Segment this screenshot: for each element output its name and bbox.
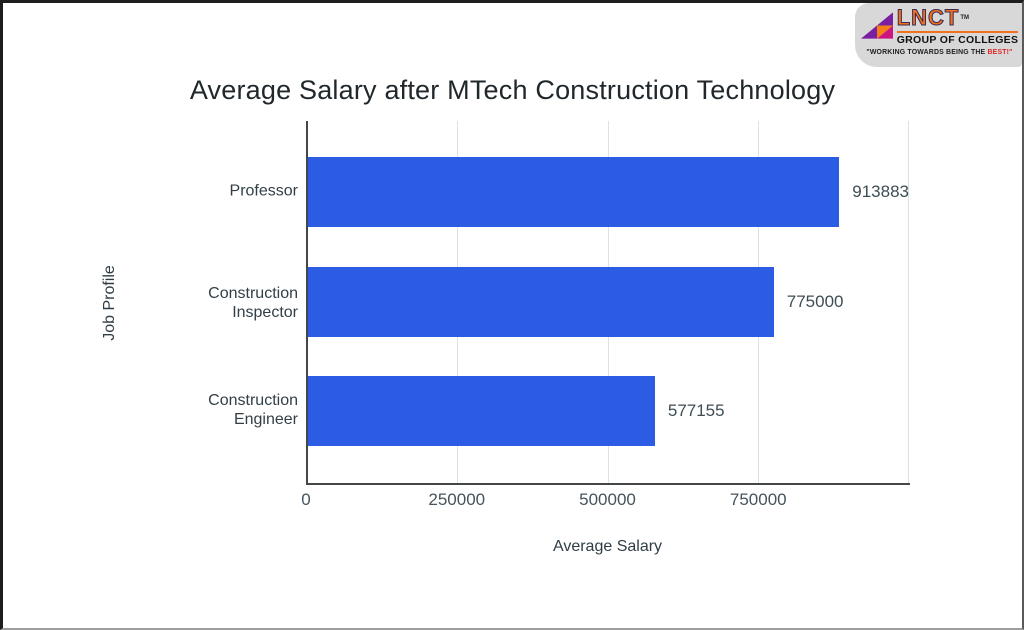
x-axis-line: [306, 483, 910, 485]
logo-tagline: "WORKING TOWARDS BEING THE BEST!": [863, 49, 1016, 56]
x-tick-label-500000: 500000: [579, 490, 636, 509]
x-axis-title: Average Salary: [552, 538, 663, 555]
logo-text-block: LNCTTM GROUP OF COLLEGES: [896, 5, 1019, 46]
category-label-professor: Professor: [229, 182, 298, 200]
chart-title: Average Salary after MTech Construction …: [189, 75, 836, 105]
plot-area: 913883 775000 577155: [306, 121, 910, 485]
category-label-construction-engineer: Construction Engineer: [208, 392, 298, 428]
logo-trademark: TM: [960, 15, 970, 21]
salary-bar-professor: [308, 157, 840, 227]
logo-divider: [896, 31, 1019, 33]
logo-tagline-highlight: BEST!": [987, 49, 1013, 56]
x-axis-ticks: 0 250000 500000 750000: [301, 490, 909, 510]
logo-brand-text: LNCT: [896, 5, 960, 30]
x-tick-label-750000: 750000: [729, 490, 787, 509]
gridline-1000000: [908, 121, 909, 484]
bar-value-label: 775000: [786, 291, 844, 311]
logo-card: LNCTTM GROUP OF COLLEGES "WORKING TOWARD…: [855, 3, 1022, 67]
logo-subtitle: GROUP OF COLLEGES: [896, 34, 1019, 46]
category-label-construction-inspector: Construction Inspector: [208, 285, 298, 321]
bars-container: 913883 775000 577155: [308, 121, 909, 484]
y-axis-line: [306, 121, 308, 484]
salary-bar-construction-engineer: [308, 376, 655, 446]
lnct-triangle-logo-icon: [860, 12, 893, 39]
x-tick-label-250000: 250000: [428, 490, 486, 509]
salary-bar-construction-inspector: [308, 266, 774, 337]
bar-row-construction-engineer: 577155: [308, 376, 909, 446]
x-tick-label-0: 0: [301, 490, 311, 509]
bar-row-construction-inspector: 775000: [308, 266, 909, 337]
logo-brand-line: LNCTTM: [896, 5, 1019, 31]
logo-tagline-text: "WORKING TOWARDS BEING THE: [866, 49, 988, 56]
bar-value-label: 577155: [667, 401, 725, 420]
bar-value-label: 913883: [852, 182, 909, 201]
bar-row-professor: 913883: [308, 157, 909, 227]
y-axis-title: Job Profile: [101, 265, 118, 341]
logo-row: LNCTTM GROUP OF COLLEGES: [860, 5, 1019, 46]
